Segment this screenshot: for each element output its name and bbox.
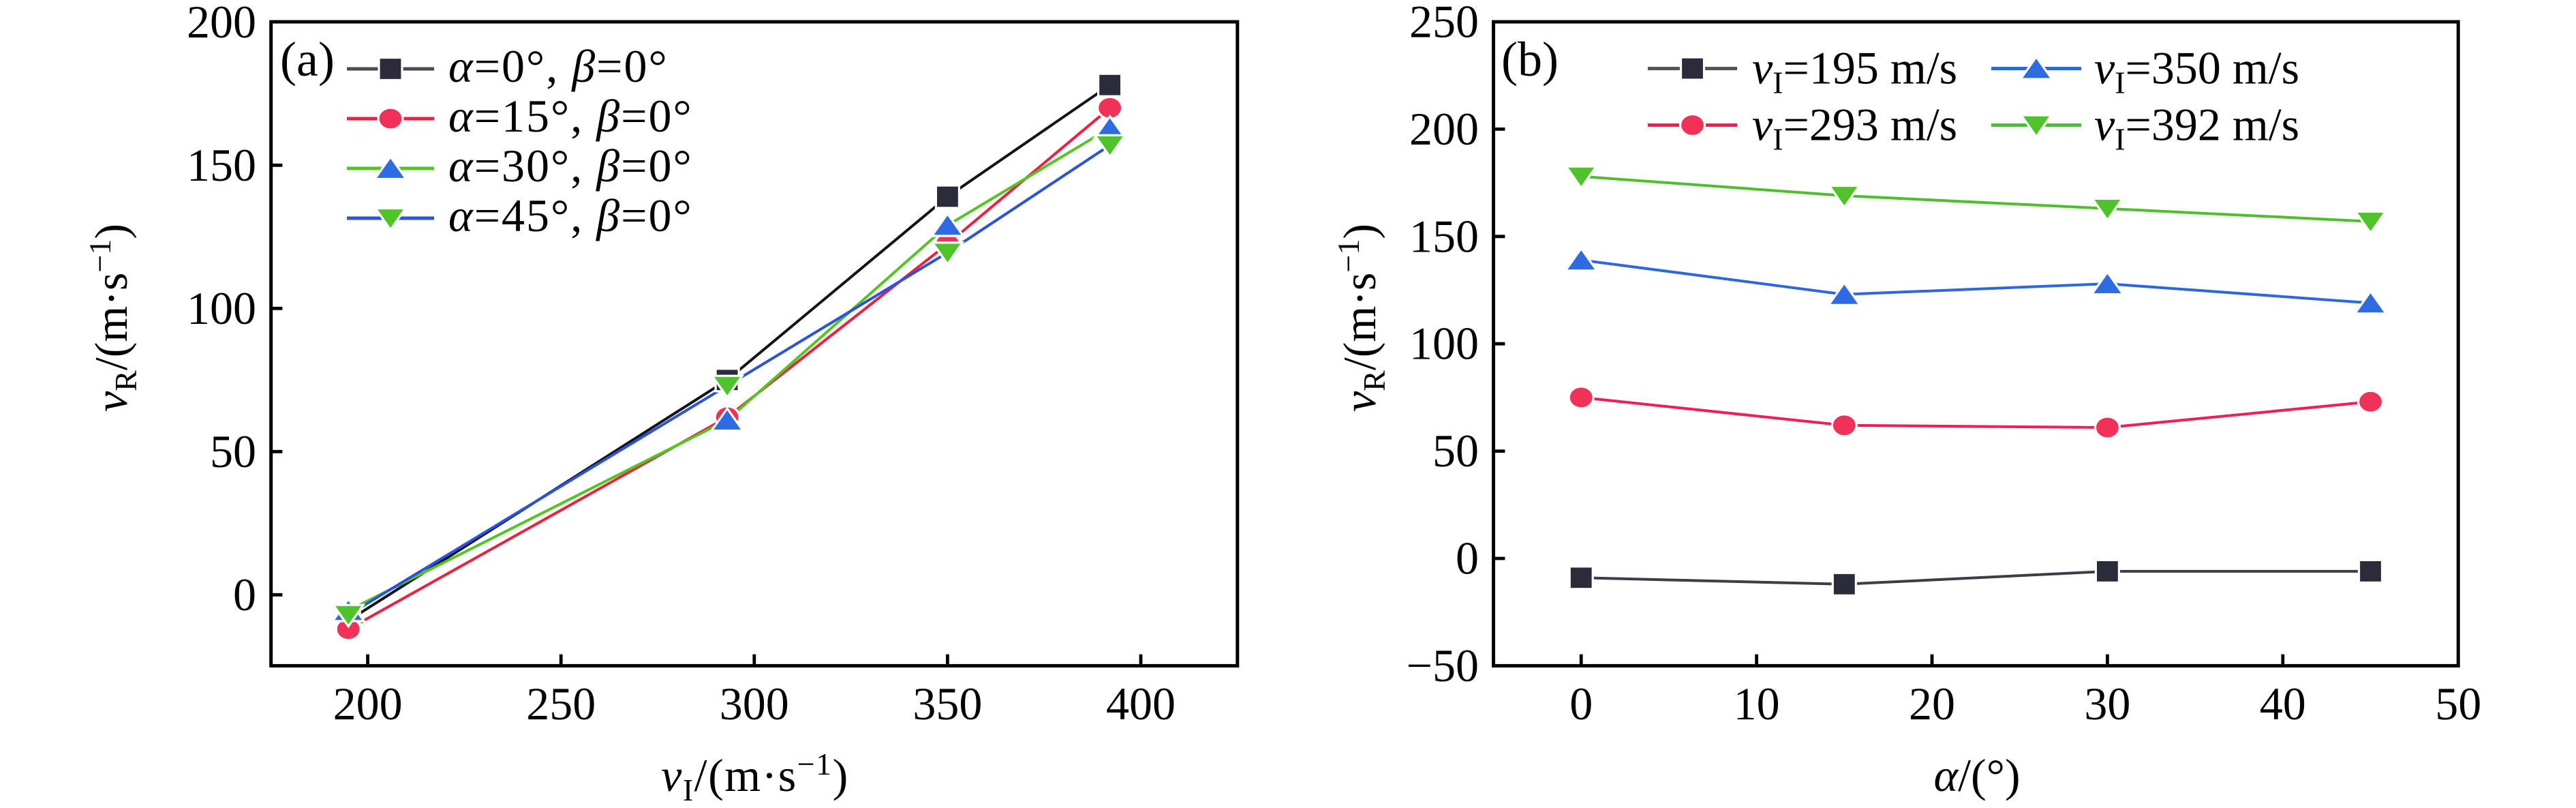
svg-text:0: 0: [233, 569, 256, 620]
svg-text:α=15°, β=0°: α=15°, β=0°: [448, 90, 693, 142]
svg-text:10: 10: [1734, 678, 1780, 730]
svg-text:vR/(m·s−1): vR/(m·s−1): [82, 224, 143, 412]
svg-text:200: 200: [333, 678, 403, 730]
svg-text:vI/(m·s−1): vI/(m·s−1): [661, 747, 849, 807]
svg-text:vI=195 m/s: vI=195 m/s: [1752, 42, 1957, 100]
svg-text:vR/(m·s−1): vR/(m·s−1): [1331, 224, 1392, 412]
svg-text:α=30°, β=0°: α=30°, β=0°: [448, 140, 693, 192]
svg-text:vI=293 m/s: vI=293 m/s: [1752, 99, 1957, 157]
svg-text:150: 150: [187, 139, 256, 191]
svg-text:(a): (a): [280, 32, 335, 87]
svg-text:α=0°, β=0°: α=0°, β=0°: [448, 40, 669, 92]
svg-text:0: 0: [1569, 678, 1593, 730]
svg-text:100: 100: [1409, 318, 1479, 370]
svg-text:50: 50: [2435, 678, 2481, 730]
svg-text:150: 150: [1409, 210, 1479, 262]
svg-text:50: 50: [1432, 425, 1479, 477]
svg-text:400: 400: [1106, 678, 1176, 730]
svg-text:250: 250: [526, 678, 596, 730]
svg-text:30: 30: [2084, 678, 2130, 730]
svg-text:−50: −50: [1407, 640, 1479, 691]
svg-text:40: 40: [2260, 678, 2306, 730]
svg-text:(b): (b): [1501, 32, 1559, 87]
svg-text:100: 100: [187, 282, 256, 334]
svg-text:200: 200: [1409, 103, 1479, 155]
svg-text:0: 0: [1456, 533, 1479, 584]
svg-text:vI=350 m/s: vI=350 m/s: [2094, 42, 2299, 100]
svg-text:α=45°, β=0°: α=45°, β=0°: [448, 190, 693, 241]
svg-text:350: 350: [913, 678, 982, 730]
svg-text:α/(°): α/(°): [1933, 749, 2020, 801]
svg-text:300: 300: [720, 678, 789, 730]
svg-text:20: 20: [1909, 678, 1955, 730]
svg-text:vI=392 m/s: vI=392 m/s: [2094, 99, 2299, 157]
svg-text:250: 250: [1409, 0, 1479, 48]
svg-text:200: 200: [187, 0, 256, 48]
svg-text:50: 50: [210, 425, 256, 477]
